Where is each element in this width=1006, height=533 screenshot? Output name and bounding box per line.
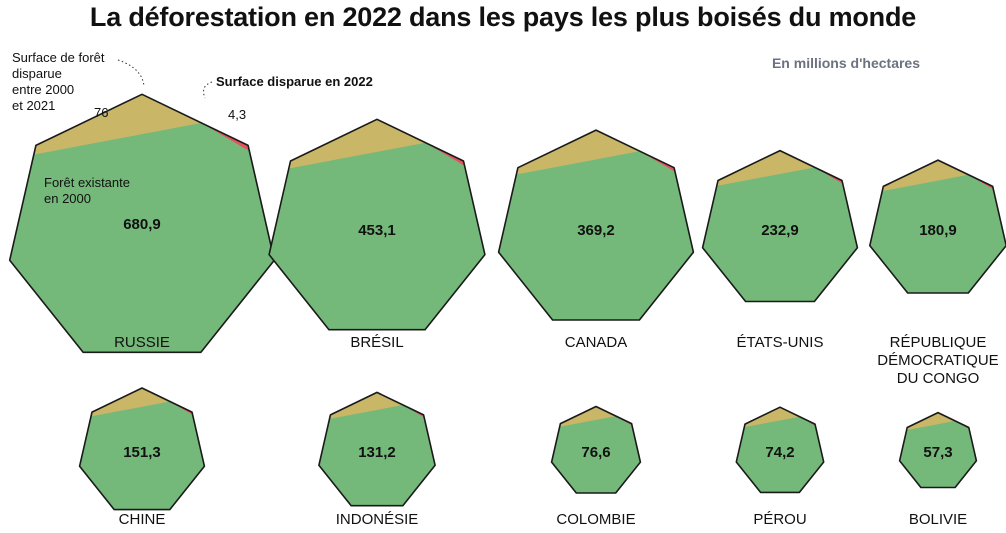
- existing-forest-area: [79, 388, 205, 510]
- annotation-leader-lost-2000-2021: [117, 59, 145, 87]
- heptagon-country-4: [868, 159, 1006, 294]
- value-label-country-2: 369,2: [577, 222, 615, 239]
- lost-2000-2021-area: [516, 130, 640, 175]
- value-label-country-1: 453,1: [358, 222, 396, 239]
- existing-forest-area: [9, 94, 275, 353]
- value-label-country-5: 151,3: [123, 444, 161, 461]
- country-label-country-0: RUSSIE: [114, 334, 170, 351]
- value-label-country-8: 74,2: [765, 444, 794, 461]
- annotation-lost-2000-2021-line-1: Surface de forêt: [12, 50, 105, 65]
- heptagon-outline: [701, 149, 859, 303]
- value-label-country-3: 232,9: [761, 222, 799, 239]
- heptagon-country-2: [497, 129, 695, 321]
- heptagon-outline: [78, 387, 206, 511]
- annotation-russia-lost-2000-2021-value: 76: [94, 105, 108, 120]
- lost-2000-2021-area: [906, 412, 956, 431]
- country-label-country-5: CHINE: [119, 511, 166, 528]
- country-label-country-9: BOLIVIE: [909, 511, 967, 528]
- lost-2000-2021-area: [744, 407, 800, 428]
- existing-forest-area: [899, 412, 977, 488]
- lost-2022-area: [425, 142, 465, 166]
- annotation-lost-2000-2021-line-3: entre 2000: [12, 82, 74, 97]
- lost-2022-area: [201, 122, 250, 152]
- existing-forest-area: [551, 406, 641, 493]
- lost-2000-2021-area: [716, 150, 815, 186]
- value-label-country-0: 680,9: [123, 216, 161, 233]
- heptagon-country-6: [318, 391, 436, 507]
- lost-2000-2021-area: [288, 119, 426, 169]
- existing-forest-area: [498, 130, 694, 320]
- country-label-country-1: BRÉSIL: [350, 334, 403, 351]
- value-label-country-4: 180,9: [919, 222, 957, 239]
- existing-forest-area: [869, 160, 1006, 293]
- heptagon-outline: [8, 93, 276, 354]
- country-label-country-8: PÉROU: [753, 511, 806, 528]
- annotation-lost-2022: Surface disparue en 2022: [216, 74, 373, 89]
- heptagon-outline: [318, 391, 436, 507]
- annotation-existing-line-2: en 2000: [44, 191, 91, 206]
- country-label-country-6: INDONÉSIE: [336, 511, 419, 528]
- heptagon-outline: [898, 411, 978, 489]
- heptagon-outline: [735, 406, 825, 494]
- value-label-country-6: 131,2: [358, 444, 396, 461]
- country-label-country-3: ÉTATS-UNIS: [737, 334, 824, 351]
- heptagon-country-7: [550, 405, 642, 494]
- heptagon-country-9: [898, 411, 978, 489]
- country-label-country-7: COLOMBIE: [556, 511, 635, 528]
- annotation-russia-lost-2022-value: 4,3: [228, 107, 246, 122]
- existing-forest-area: [318, 392, 436, 506]
- annotation-lost-2000-2021-line-2: disparue: [12, 66, 62, 81]
- heptagon-country-5: [78, 387, 206, 511]
- heptagon-country-8: [735, 406, 825, 494]
- annotation-leader-lost-2022: [203, 81, 213, 99]
- annotation-lost-2000-2021-line-4: et 2021: [12, 98, 55, 113]
- heptagon-country-3: [701, 149, 859, 303]
- existing-forest-area: [736, 407, 824, 493]
- annotations: Surface de forêt disparue entre 2000 et …: [12, 50, 373, 206]
- heptagon-outline: [550, 405, 642, 494]
- lost-2000-2021-area: [559, 406, 616, 427]
- country-label-country-4: RÉPUBLIQUE DÉMOCRATIQUE DU CONGO: [877, 334, 998, 387]
- value-label-country-9: 57,3: [923, 444, 952, 461]
- unit-note: En millions d'hectares: [771, 55, 921, 71]
- heptagon-country-0: [8, 93, 276, 354]
- heptagon-outline: [868, 159, 1006, 294]
- existing-forest-area: [269, 119, 485, 330]
- lost-2000-2021-area: [329, 392, 404, 419]
- existing-forest-area: [702, 150, 858, 302]
- lost-2000-2021-area: [33, 94, 202, 155]
- annotation-existing-line-1: Forêt existante: [44, 175, 130, 190]
- heptagon-country-1: [268, 118, 486, 331]
- value-label-country-7: 76,6: [581, 444, 610, 461]
- heptagon-outline: [497, 129, 695, 321]
- lost-2000-2021-area: [91, 388, 170, 417]
- chart-title: La déforestation en 2022 dans les pays l…: [89, 2, 917, 32]
- heptagon-outline: [268, 118, 486, 331]
- lost-2000-2021-area: [882, 160, 969, 192]
- country-label-country-2: CANADA: [565, 334, 628, 351]
